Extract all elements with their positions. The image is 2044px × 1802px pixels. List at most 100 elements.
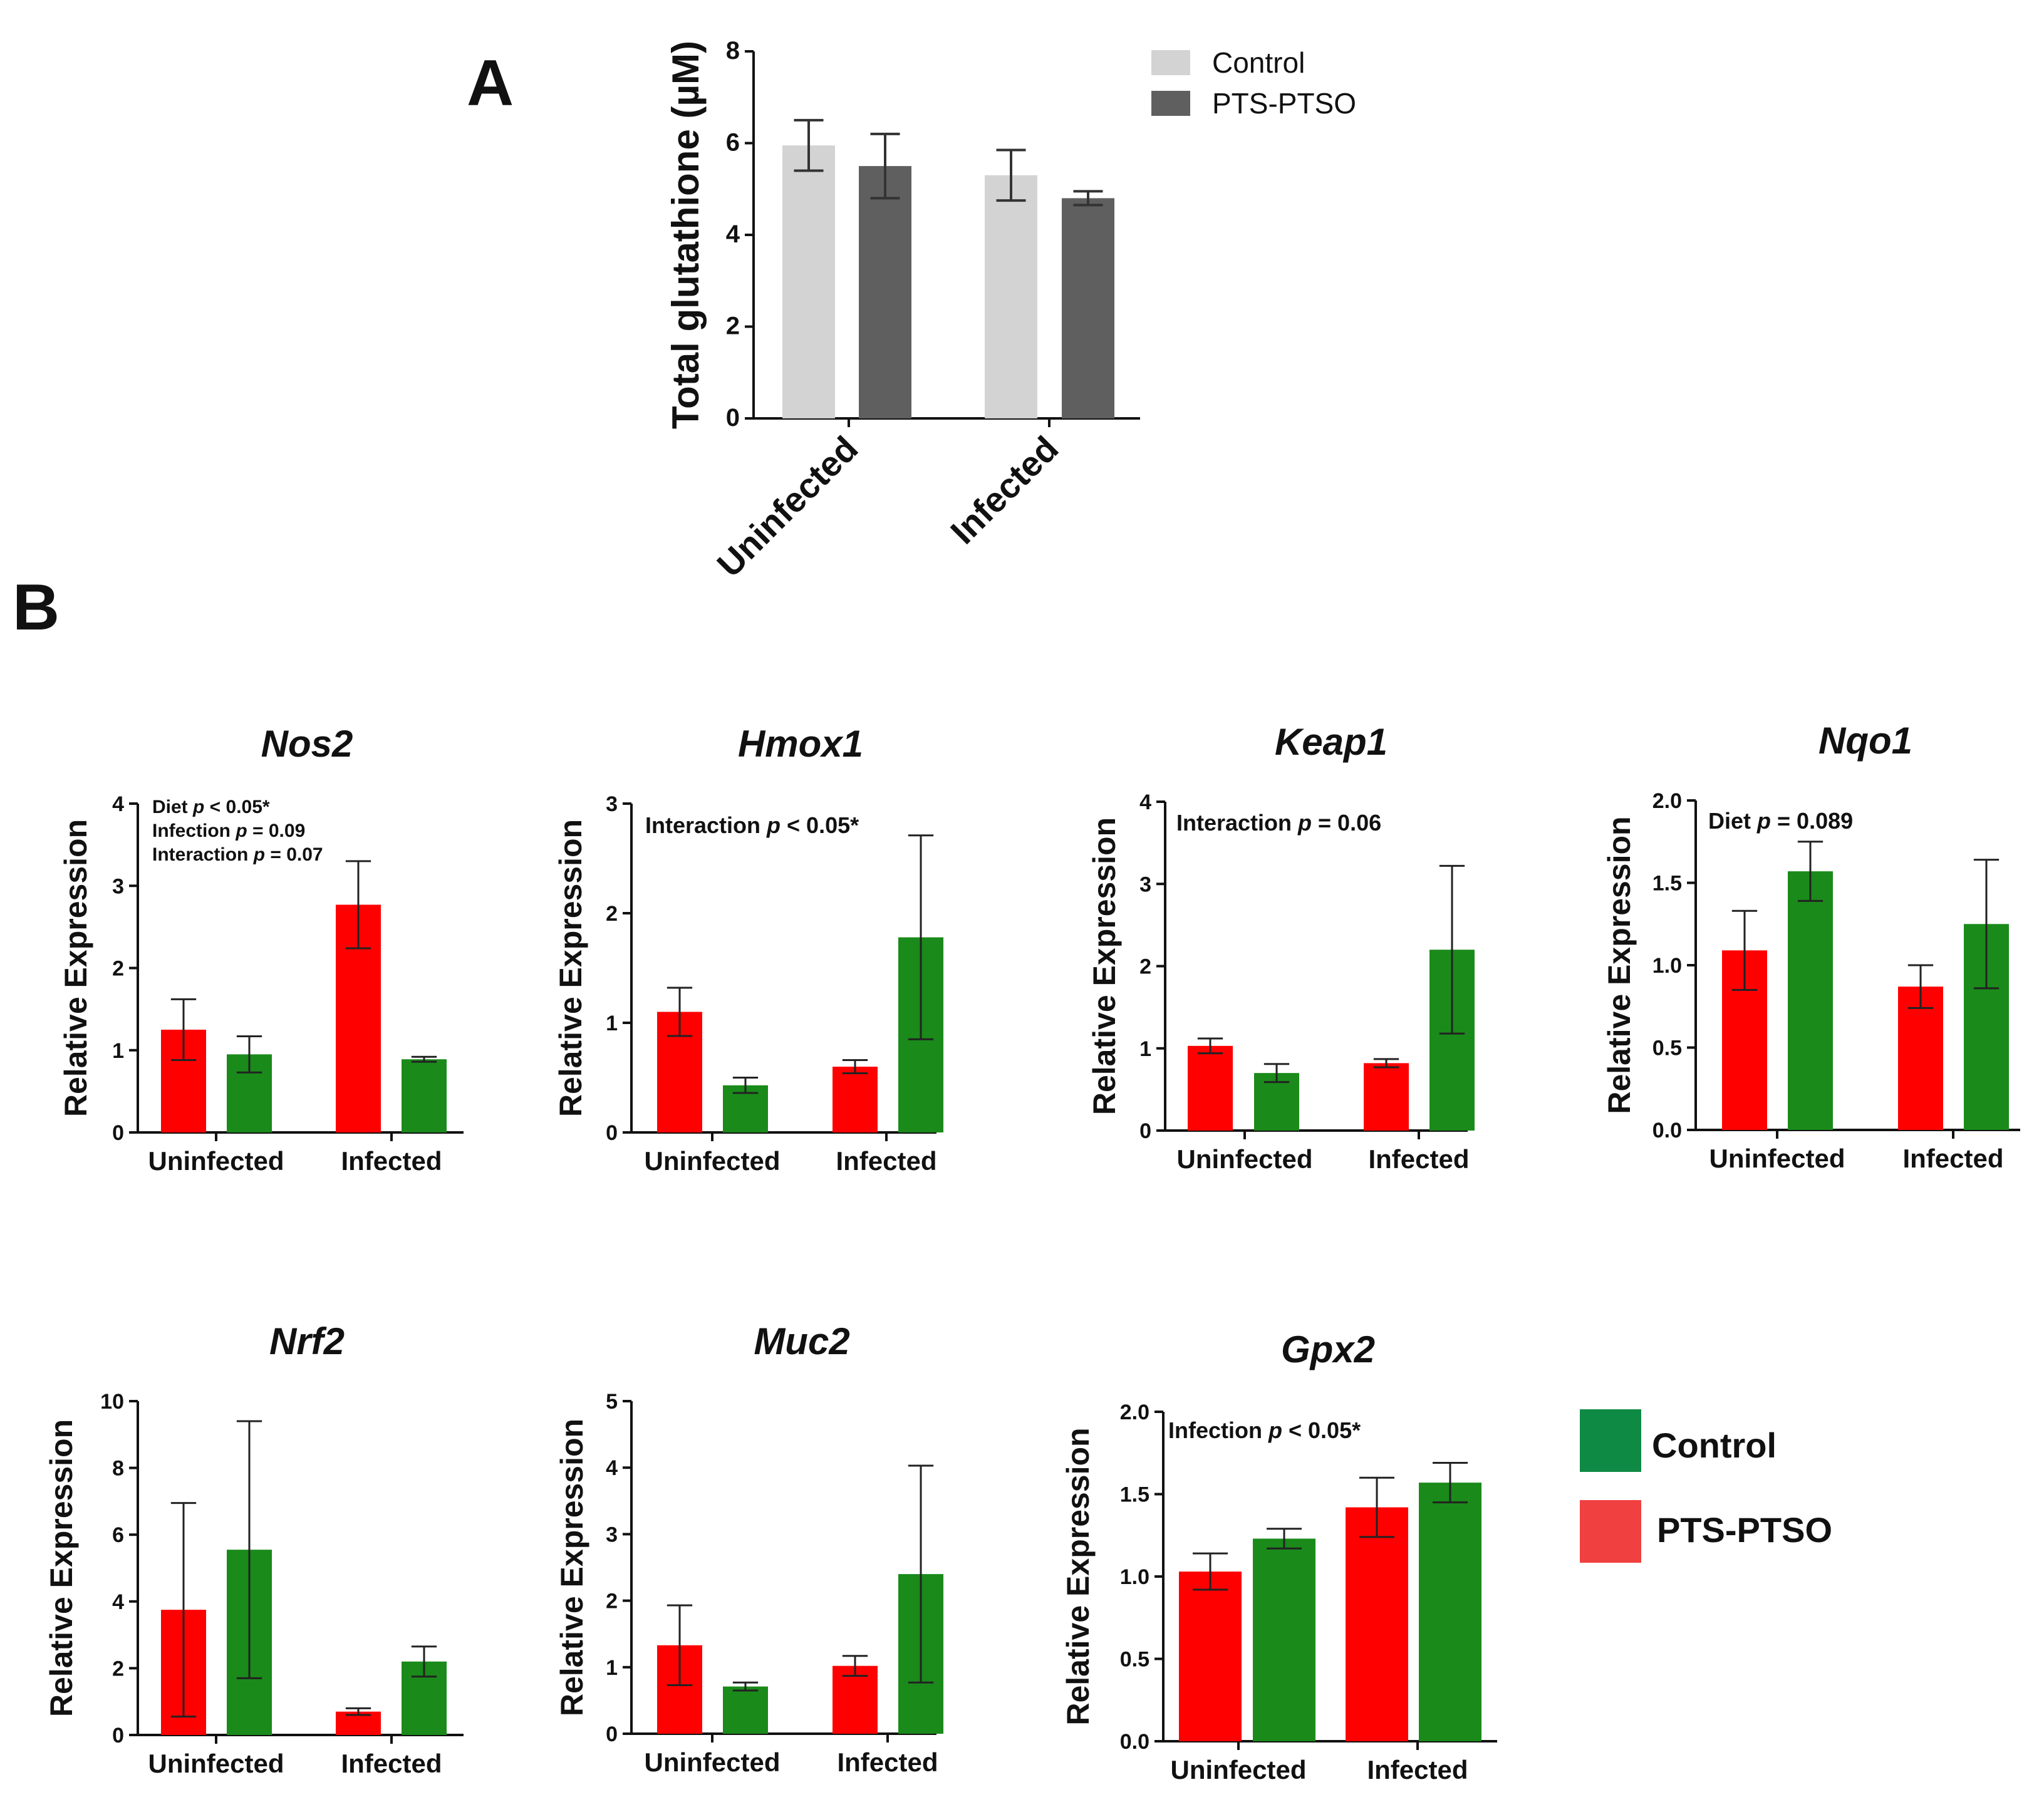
x-category-label: Uninfected: [709, 428, 865, 584]
y-tick-label: 0: [606, 1121, 618, 1145]
x-category-label: Infected: [341, 1146, 442, 1176]
y-tick-label: 1.0: [1120, 1565, 1149, 1589]
y-tick-label: 1: [1139, 1037, 1151, 1061]
stats-label: Infection: [1168, 1417, 1268, 1443]
chart-title: Nos2: [261, 723, 353, 765]
chart-title: Nqo1: [1818, 720, 1912, 762]
y-tick-label: 2: [1139, 955, 1151, 979]
bar-control-infected: [402, 1059, 447, 1132]
bar-pts-ptso-uninfected: [1179, 1572, 1242, 1741]
y-tick-label: 6: [726, 129, 740, 157]
y-tick-label: 1.0: [1652, 954, 1682, 978]
stats-p: p: [1268, 1417, 1282, 1443]
legend-b-control-swatch: [1580, 1409, 1641, 1472]
stats-p: p: [235, 821, 247, 841]
legend-a-control-label: Control: [1212, 46, 1305, 79]
chart-title: Muc2: [754, 1320, 849, 1362]
y-axis-label: Relative Expression: [1602, 816, 1637, 1114]
x-category-label: Uninfected: [1709, 1144, 1845, 1173]
y-tick-label: 3: [606, 1523, 618, 1546]
stats-p: p: [1297, 810, 1312, 836]
y-tick-label: 2.0: [1652, 789, 1682, 813]
x-category-label: Uninfected: [148, 1146, 284, 1176]
y-tick-label: 3: [112, 874, 124, 898]
y-tick-label: 0: [606, 1722, 618, 1746]
legend-a-pts-label: PTS-PTSO: [1212, 87, 1356, 120]
y-tick-label: 2: [606, 1590, 618, 1613]
chart-muc2: Muc2 Relative Expression 0 1 2 3 4 5 Uninfected I…: [554, 1320, 943, 1777]
y-tick-label: 0.5: [1120, 1648, 1149, 1672]
y-tick-label: 0.0: [1652, 1119, 1682, 1142]
y-tick-label: 3: [606, 792, 618, 816]
y-tick-label: 2: [112, 957, 124, 981]
bar-pts-ptso-infected: [833, 1067, 878, 1132]
bar-pts-ptso-infected: [1898, 986, 1943, 1130]
stats-label: Interaction: [645, 812, 767, 838]
stats-value: = 0.089: [1771, 808, 1853, 834]
y-tick-label: 1: [112, 1039, 124, 1063]
bar-control-infected: [1419, 1483, 1481, 1741]
x-category-label: Infected: [1368, 1144, 1469, 1174]
chart-glutathione: Total glutathione (µM) 0 2 4 6 8 Uninfected Inf…: [665, 37, 1140, 584]
stats-annotation: Diet p < 0.05*: [152, 797, 270, 817]
bar-control-infected: [985, 175, 1037, 418]
stats-value: < 0.05*: [204, 797, 270, 817]
chart-title: Hmox1: [738, 723, 863, 765]
chart-hmox1: Hmox1 Relative Expression 0 1 2 3 Uninfected In…: [553, 723, 943, 1176]
x-category-label: Infected: [341, 1749, 442, 1778]
chart-nrf2: Nrf2 Relative Expression 0 2 4 6 8 10 Uninfected…: [44, 1320, 464, 1778]
y-axis-label: Relative Expression: [554, 1419, 589, 1716]
stats-value: < 0.05*: [781, 812, 859, 838]
chart-gpx2: Gpx2 Relative Expression 0.0 0.5 1.0 1.5 2.0 Un…: [1061, 1328, 1497, 1784]
stats-label: Infection: [152, 821, 236, 841]
y-tick-label: 3: [1139, 873, 1151, 896]
stats-annotation: Interaction p = 0.07: [152, 844, 323, 865]
legend-a: Control PTS-PTSO: [1151, 46, 1356, 120]
x-category-label: Uninfected: [1170, 1755, 1306, 1784]
stats-label: Diet: [152, 797, 193, 817]
y-tick-label: 6: [112, 1523, 124, 1547]
stats-value: < 0.05*: [1282, 1417, 1361, 1443]
stats-p: p: [253, 844, 265, 865]
y-tick-label: 2.0: [1120, 1401, 1149, 1424]
y-tick-label: 0: [1139, 1119, 1151, 1143]
bar-control-uninfected: [723, 1686, 768, 1734]
x-category-label: Infected: [836, 1146, 936, 1176]
y-tick-label: 1: [606, 1656, 618, 1680]
x-category-label: Uninfected: [644, 1748, 780, 1777]
charts: Total glutathione (µM) 0 2 4 6 8 Uninfected Inf…: [44, 37, 2020, 1784]
stats-annotation: Diet p = 0.089: [1708, 808, 1853, 834]
chart-title: Gpx2: [1281, 1328, 1375, 1370]
bar-pts-ptso-infected: [833, 1665, 878, 1734]
y-tick-label: 4: [1139, 790, 1151, 814]
x-category-label: Infected: [837, 1748, 938, 1777]
legend-b: Control PTS-PTSO: [1580, 1409, 1832, 1563]
y-axis-label: Relative Expression: [1087, 817, 1122, 1115]
y-tick-label: 0: [726, 404, 740, 432]
stats-annotation: Infection p < 0.05*: [1168, 1417, 1361, 1443]
y-tick-label: 4: [112, 1590, 124, 1614]
y-tick-label: 2: [606, 902, 618, 926]
y-axis-label: Relative Expression: [553, 819, 588, 1117]
panel-a-label: A: [467, 47, 514, 120]
bar-pts-ptso-infected: [1364, 1063, 1409, 1131]
y-tick-label: 2: [726, 313, 740, 340]
y-tick-label: 1.5: [1120, 1483, 1149, 1507]
stats-value: = 0.07: [265, 844, 323, 865]
chart-nos2: Nos2 Relative Expression 0 1 2 3 4 Uninfected In…: [58, 723, 464, 1176]
y-tick-label: 1.5: [1652, 872, 1682, 896]
legend-b-control-label: Control: [1652, 1426, 1777, 1465]
stats-label: Diet: [1708, 808, 1757, 834]
bar-control-uninfected: [1788, 871, 1833, 1130]
bar-pts-ptso-infected: [1346, 1507, 1408, 1741]
y-tick-label: 4: [726, 220, 740, 248]
y-tick-label: 8: [726, 37, 740, 65]
y-tick-label: 4: [606, 1456, 618, 1480]
chart-title: Nrf2: [269, 1320, 345, 1362]
y-axis-label: Total glutathione (µM): [665, 41, 707, 429]
y-tick-label: 10: [100, 1390, 124, 1414]
legend-a-control-swatch: [1151, 50, 1190, 75]
chart-keap1: Keap1 Relative Expression 0 1 2 3 4 Uninfected I…: [1087, 721, 1475, 1174]
stats-label: Interaction: [1176, 810, 1298, 836]
